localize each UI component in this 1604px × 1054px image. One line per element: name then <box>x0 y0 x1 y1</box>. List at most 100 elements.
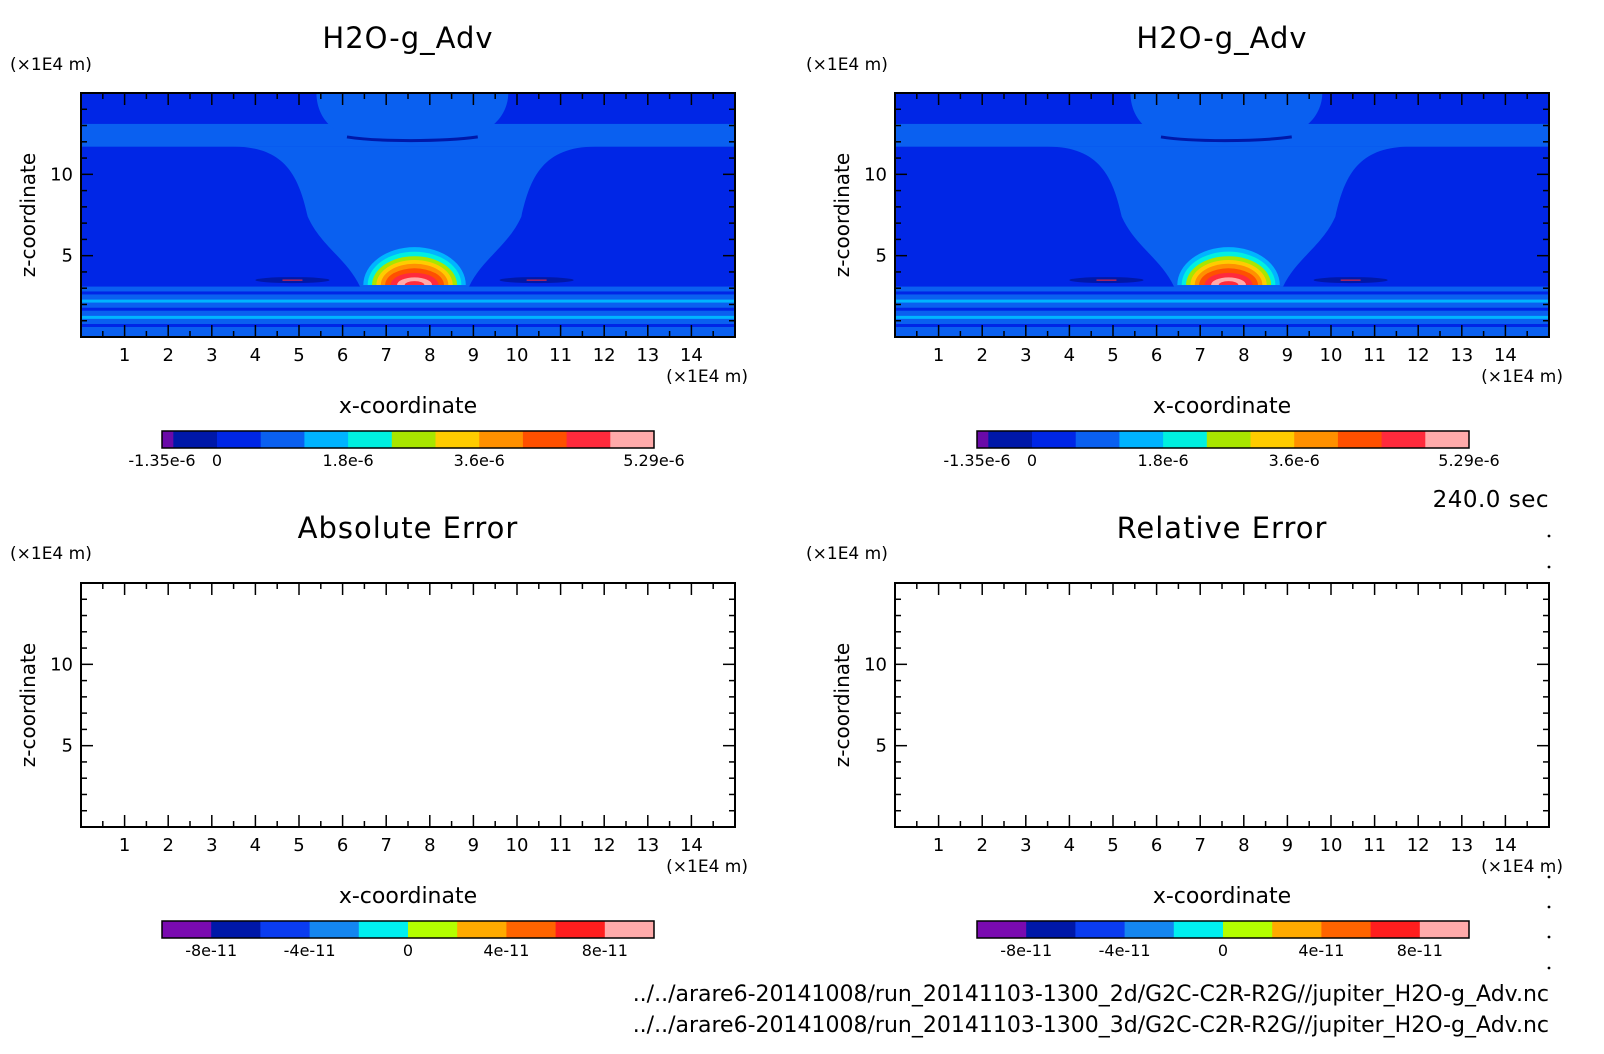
x-tick-label: 4 <box>1064 835 1075 856</box>
colorbar-tick-label: 0 <box>1027 451 1037 470</box>
y-tick-label: 10 <box>864 164 887 185</box>
x-tick-label: 9 <box>1282 835 1293 856</box>
field-band <box>895 323 1549 327</box>
colorbar-tick-label: 1.8e-6 <box>1137 451 1188 470</box>
y-tick-label: 5 <box>876 246 887 267</box>
x-tick-label: 12 <box>1407 835 1430 856</box>
margin-dots <box>1547 534 1551 970</box>
colorbar-tick-label: 3.6e-6 <box>454 451 505 470</box>
colorbar-tick-label: 4e-11 <box>1298 941 1344 960</box>
y-unit-label: (×1E4 m) <box>10 55 92 75</box>
y-unit-label: (×1E4 m) <box>10 544 92 564</box>
colorbar-cell <box>1026 921 1076 938</box>
y-unit-label: (×1E4 m) <box>806 55 888 75</box>
x-tick-label: 6 <box>337 345 348 366</box>
x-tick-label: 4 <box>250 345 261 366</box>
x-tick-label: 3 <box>1020 835 1031 856</box>
field-band <box>895 291 1549 295</box>
colorbar-cell <box>1337 431 1383 448</box>
field-band <box>81 307 735 311</box>
y-tick-label: 10 <box>50 654 73 675</box>
colorbar: -1.35e-6 0 1.8e-6 3.6e-6 5.29e-6 <box>943 430 1500 470</box>
x-tick-label: 11 <box>1363 835 1386 856</box>
colorbar-cell <box>173 431 218 448</box>
field-band <box>81 323 735 327</box>
colorbar-cell <box>457 921 507 938</box>
x-tick-label: 8 <box>424 345 435 366</box>
time-label: 240.0 sec <box>1433 487 1549 513</box>
x-tick-label: 10 <box>1320 835 1343 856</box>
x-tick-label: 9 <box>468 345 479 366</box>
x-tick-label: 13 <box>636 345 659 366</box>
colorbar-tick-label: -8e-11 <box>1000 941 1052 960</box>
y-tick-label: 5 <box>62 246 73 267</box>
colorbar-cell <box>604 921 655 938</box>
colorbar-frame <box>161 920 655 939</box>
colorbar-cell <box>1223 921 1273 938</box>
x-tick-label: 12 <box>593 835 616 856</box>
colorbar-tick-label: -8e-11 <box>185 941 237 960</box>
field-dome-contour <box>404 281 425 285</box>
x-tick-label: 9 <box>468 835 479 856</box>
x-tick-label: 7 <box>380 835 391 856</box>
field-band <box>81 299 735 303</box>
x-tick-label: 10 <box>1320 345 1343 366</box>
x-tick-label: 13 <box>636 835 659 856</box>
colorbar-cell <box>1381 431 1426 448</box>
field-lower-layer <box>81 286 735 337</box>
field-funnel <box>81 146 735 287</box>
x-tick-label: 1 <box>119 345 130 366</box>
x-tick-label: 14 <box>1494 835 1517 856</box>
x-unit-label: (×1E4 m) <box>1481 367 1563 387</box>
colorbar-cell <box>1250 431 1295 448</box>
panel-title: Relative Error <box>1117 511 1328 545</box>
colorbar-cell <box>162 431 174 448</box>
field-lower-layer <box>895 286 1549 337</box>
x-tick-label: 8 <box>1238 835 1249 856</box>
panel-relative-error: Relative Error (×1E4 m) 1 2 3 4 5 6 7 8 9 10 11 12 1… <box>806 511 1563 960</box>
colorbar-cell <box>358 921 409 938</box>
colorbar-tick-label: 4e-11 <box>483 941 529 960</box>
plot-frame <box>80 582 736 828</box>
x-tick-label: 4 <box>1064 345 1075 366</box>
x-tick-label: 8 <box>424 835 435 856</box>
field-upper-bulb <box>316 93 509 137</box>
x-tick-label: 13 <box>1450 835 1473 856</box>
x-tick-label: 1 <box>119 835 130 856</box>
field-funnel <box>895 146 1549 287</box>
x-axis-label: x-coordinate <box>339 884 477 909</box>
field-band <box>81 315 735 319</box>
y-tick-label: 10 <box>50 164 73 185</box>
panel-title: H2O-g_Adv <box>322 21 493 55</box>
colorbar-cell <box>977 921 1027 938</box>
x-tick-label: 11 <box>549 345 572 366</box>
x-tick-label: 10 <box>506 345 529 366</box>
x-tick-label: 6 <box>1151 345 1162 366</box>
x-axis-label: x-coordinate <box>339 394 477 419</box>
x-tick-label: 3 <box>206 345 217 366</box>
colorbar: -8e-11 -4e-11 0 4e-11 8e-11 <box>976 920 1470 960</box>
colorbar-cell <box>309 921 360 938</box>
x-tick-label: 2 <box>162 835 173 856</box>
x-tick-label: 1 <box>933 835 944 856</box>
colorbar-tick-label: 0 <box>1218 941 1228 960</box>
colorbar-cell <box>977 431 989 448</box>
colorbar: -8e-11 -4e-11 0 4e-11 8e-11 <box>161 920 655 960</box>
x-unit-label: (×1E4 m) <box>1481 857 1563 877</box>
y-axis-label: z-coordinate <box>16 643 40 767</box>
y-axis-label: z-coordinate <box>830 153 854 277</box>
x-unit-label: (×1E4 m) <box>666 367 748 387</box>
colorbar-cell <box>566 431 611 448</box>
colorbar-cell <box>506 921 557 938</box>
x-tick-label: 9 <box>1282 345 1293 366</box>
colorbar-cell <box>1272 921 1322 938</box>
x-tick-label: 7 <box>1194 835 1205 856</box>
colorbar-cell <box>988 431 1033 448</box>
colorbar-cell <box>408 921 458 938</box>
colorbar-cell <box>1294 431 1339 448</box>
colorbar-cell <box>260 431 305 448</box>
colorbar-cell <box>479 431 524 448</box>
